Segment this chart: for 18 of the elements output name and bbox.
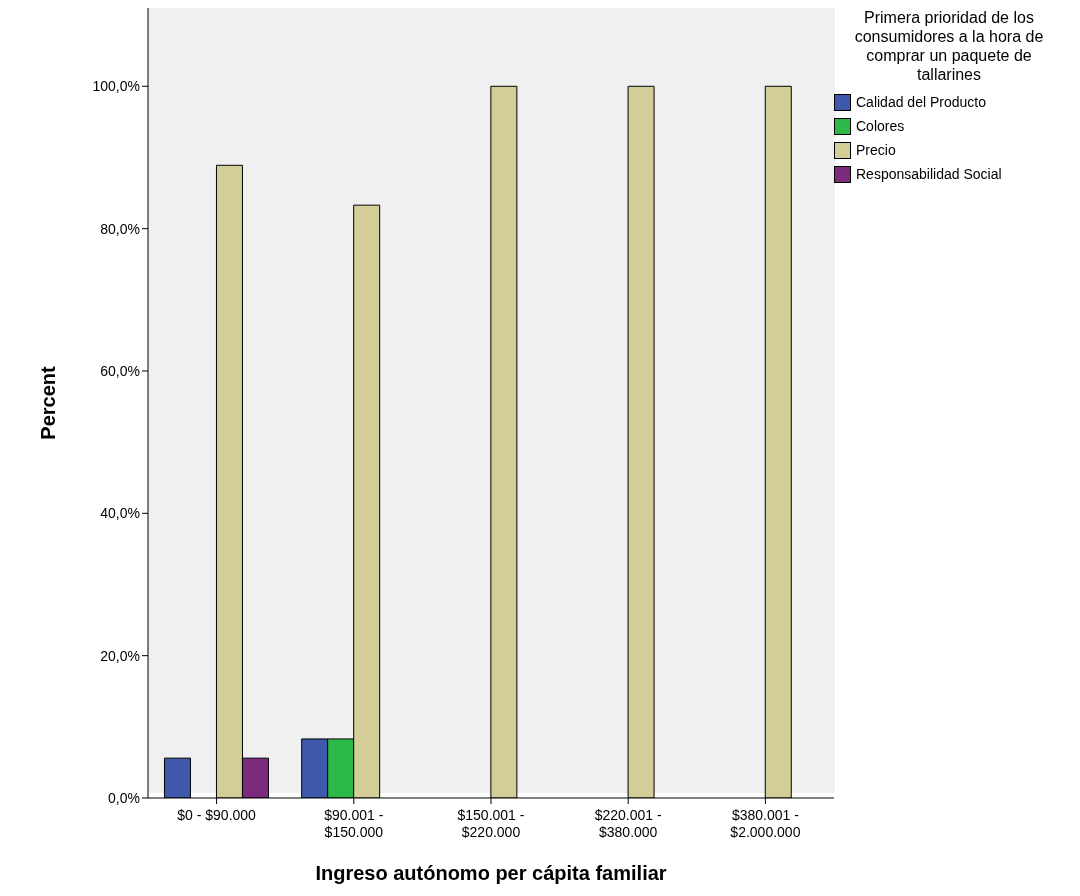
legend-label: Calidad del Producto	[856, 94, 986, 110]
x-tick-label: $0 - $90.000	[177, 807, 257, 823]
legend-title: Primera prioridad de los consumidores a la hora de comprar un paquete de tallarines	[853, 8, 1045, 84]
y-tick-label: 0,0%	[108, 789, 140, 806]
y-tick-label: 100,0%	[92, 78, 140, 95]
x-tick-label: $380.001 - $2.000.000	[730, 807, 801, 840]
legend-label: Responsabilidad Social	[856, 166, 1002, 182]
x-tick-label: $220.001 - $380.000	[594, 807, 663, 840]
x-axis-title: Ingreso autónomo per cápita familiar	[315, 862, 667, 884]
legend-label: Colores	[856, 118, 905, 134]
y-tick-label: 80,0%	[100, 220, 140, 237]
y-axis-title: Percent	[37, 365, 60, 440]
x-tick-label: $150.001 - $220.000	[457, 807, 525, 840]
legend-label: Precio	[856, 142, 896, 158]
y-tick-label: 60,0%	[100, 362, 140, 379]
y-tick-label: 20,0%	[100, 647, 140, 664]
x-tick-label: $90.001 - $150.000	[324, 807, 384, 840]
y-tick-label: 40,0%	[100, 505, 140, 522]
